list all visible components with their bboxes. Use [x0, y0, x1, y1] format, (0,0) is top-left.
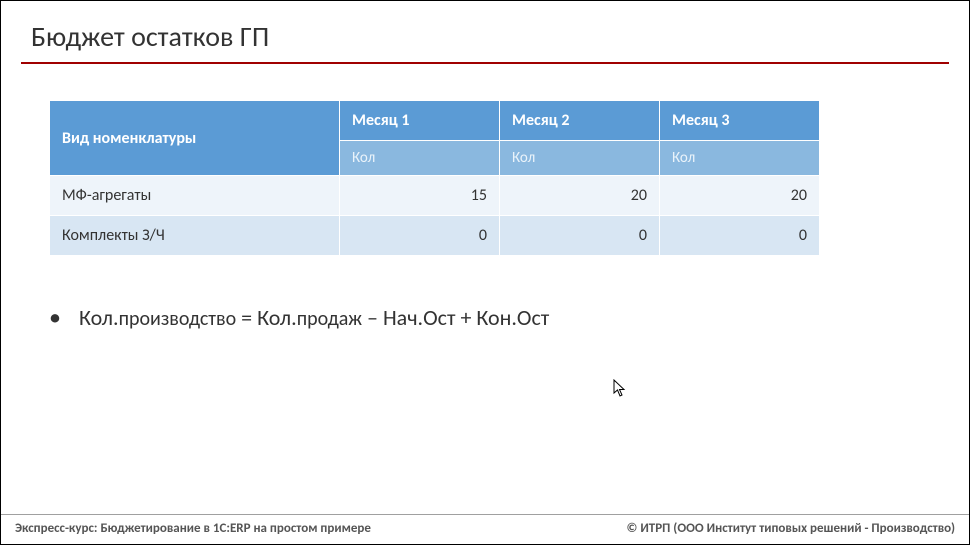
col-header-month-3: Месяц 3 [660, 101, 820, 141]
formula-text: Кол.производство = Кол.продаж – Нач.Ост … [79, 304, 549, 331]
formula-part: = Кол. [236, 304, 297, 331]
bullet-icon: • [49, 306, 61, 330]
budget-table-wrap: Вид номенклатуры Месяц 1 Месяц 2 Месяц 3… [49, 100, 909, 256]
formula-part: Кол. [79, 304, 119, 331]
formula-part: производство [119, 307, 237, 331]
title-underline [21, 62, 949, 64]
footer-left: Экспресс-курс: Бюджетирование в 1С:ERP н… [15, 521, 371, 536]
cell-value: 0 [500, 216, 660, 256]
col-header-month-1: Месяц 1 [340, 101, 500, 141]
col-header-type: Вид номенклатуры [50, 101, 340, 176]
col-header-month-2: Месяц 2 [500, 101, 660, 141]
subheader-qty-1: Кол [340, 141, 500, 176]
slide-title: Бюджет остатков ГП [1, 1, 969, 62]
cell-value: 0 [660, 216, 820, 256]
footer-right: © ИТРП (ООО Институт типовых решений - П… [627, 521, 955, 536]
slide-footer: Экспресс-курс: Бюджетирование в 1С:ERP н… [1, 514, 969, 544]
subheader-qty-3: Кол [660, 141, 820, 176]
cell-value: 15 [340, 176, 500, 216]
row-label: МФ-агрегаты [50, 176, 340, 216]
subheader-qty-2: Кол [500, 141, 660, 176]
table-row: Комплекты З/Ч 0 0 0 [50, 216, 820, 256]
formula-block: • Кол.производство = Кол.продаж – Нач.Ос… [49, 304, 969, 331]
formula-part: – Нач.Ост + Кон.Ост [362, 304, 549, 331]
cell-value: 20 [500, 176, 660, 216]
cursor-icon [613, 379, 627, 401]
formula-part: продаж [297, 307, 362, 331]
cell-value: 0 [340, 216, 500, 256]
budget-table: Вид номенклатуры Месяц 1 Месяц 2 Месяц 3… [49, 100, 820, 256]
table-row: МФ-агрегаты 15 20 20 [50, 176, 820, 216]
cell-value: 20 [660, 176, 820, 216]
table-header-row-1: Вид номенклатуры Месяц 1 Месяц 2 Месяц 3 [50, 101, 820, 141]
row-label: Комплекты З/Ч [50, 216, 340, 256]
